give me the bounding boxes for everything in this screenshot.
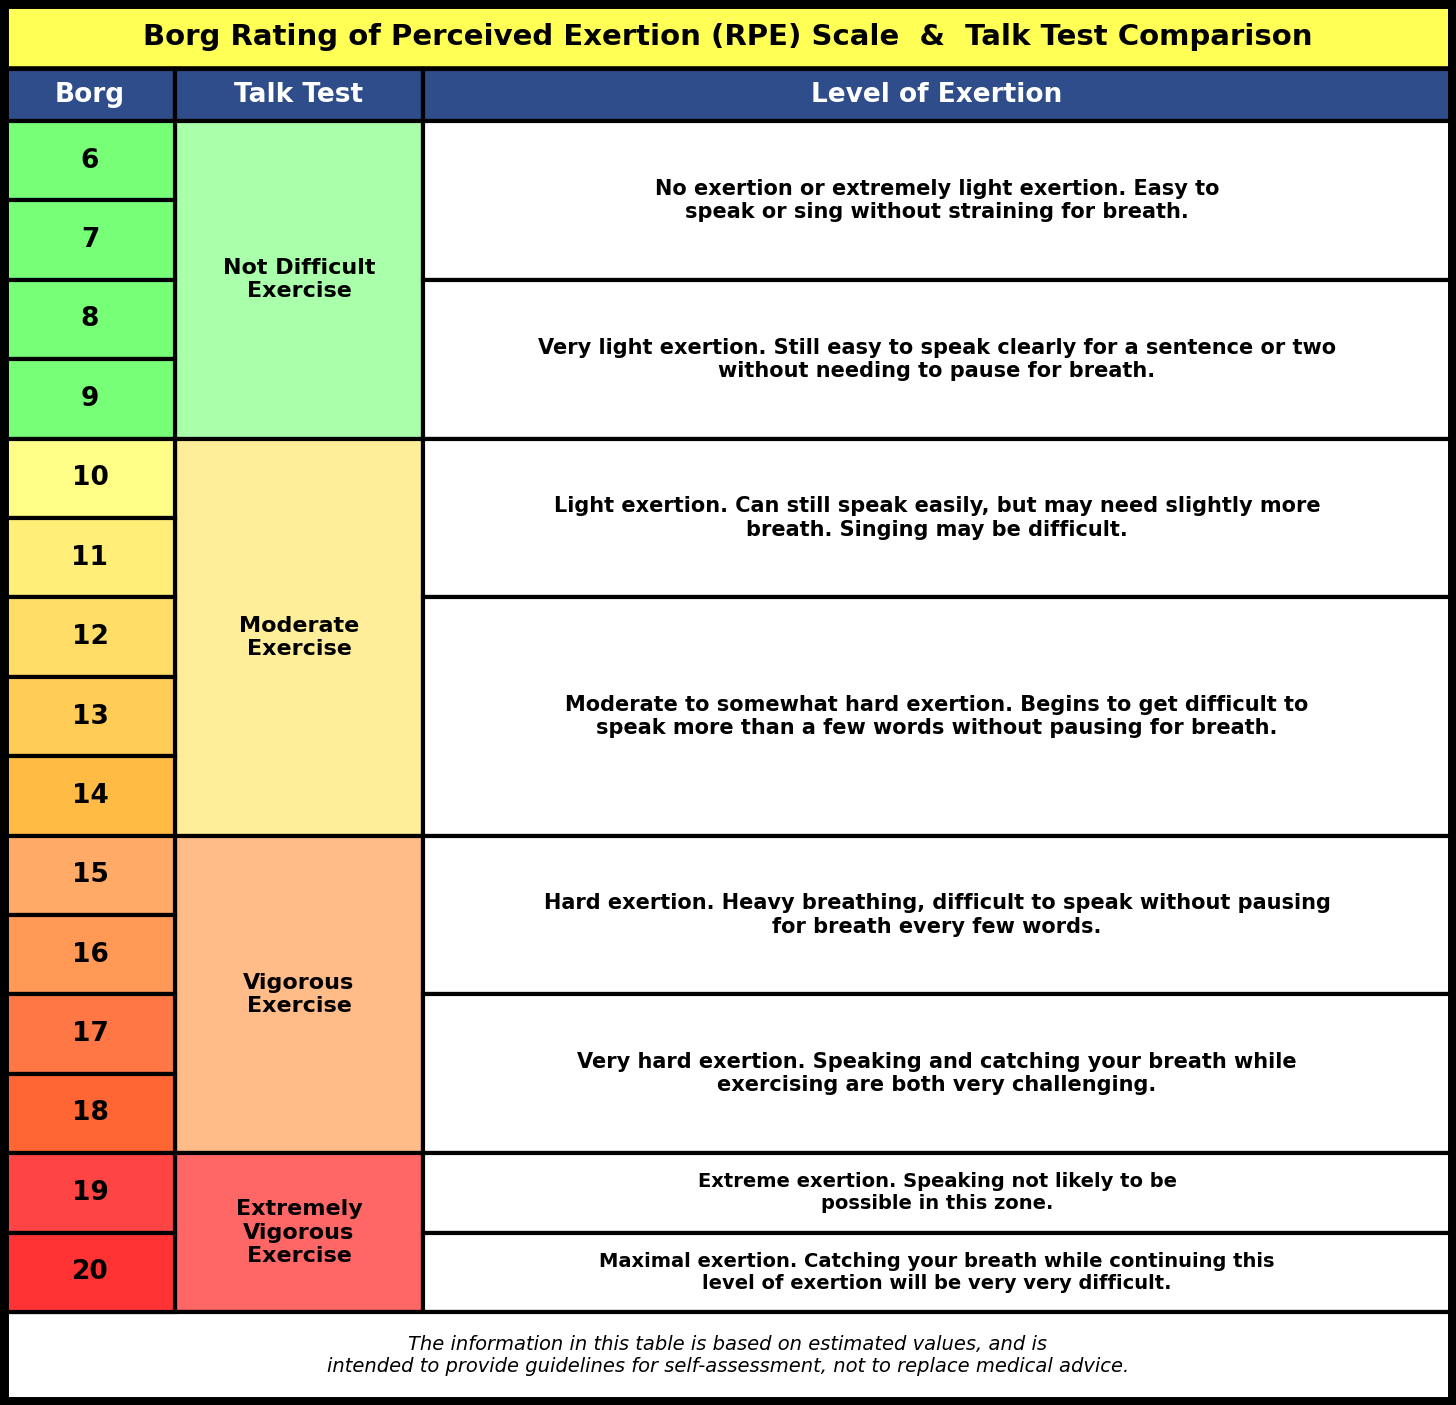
Text: Talk Test: Talk Test	[234, 81, 364, 108]
Bar	[4, 6, 1452, 69]
Text: Very hard exertion. Speaking and catching your breath while
exercising are both : Very hard exertion. Speaking and catchin…	[577, 1052, 1297, 1096]
Bar	[175, 121, 424, 438]
Bar	[4, 915, 175, 995]
Bar	[175, 438, 424, 836]
Bar	[424, 121, 1452, 280]
Bar	[4, 518, 175, 597]
Bar	[424, 1154, 1452, 1232]
Bar	[175, 836, 424, 1154]
Text: Maximal exertion. Catching your breath while continuing this
level of exertion w: Maximal exertion. Catching your breath w…	[600, 1252, 1275, 1293]
Bar	[4, 1232, 175, 1312]
Bar	[424, 597, 1452, 836]
Bar	[175, 69, 424, 121]
Bar	[4, 756, 175, 836]
Text: 9: 9	[82, 386, 99, 412]
Bar	[4, 836, 175, 915]
Bar	[424, 69, 1452, 121]
Bar	[4, 1154, 175, 1232]
Text: Very light exertion. Still easy to speak clearly for a sentence or two
without n: Very light exertion. Still easy to speak…	[537, 337, 1337, 381]
Text: Level of Exertion: Level of Exertion	[811, 81, 1063, 108]
Text: Light exertion. Can still speak easily, but may need slightly more
breath. Singi: Light exertion. Can still speak easily, …	[553, 496, 1321, 540]
Bar	[175, 1154, 424, 1312]
Bar	[424, 836, 1452, 995]
Bar	[4, 995, 175, 1073]
Text: 15: 15	[71, 863, 108, 888]
Bar	[4, 597, 175, 677]
Text: 7: 7	[82, 228, 99, 253]
Bar	[4, 677, 175, 756]
Text: Not Difficult
Exercise: Not Difficult Exercise	[223, 259, 376, 302]
Bar	[4, 280, 175, 360]
Text: 8: 8	[82, 306, 99, 333]
Text: Extreme exertion. Speaking not likely to be
possible in this zone.: Extreme exertion. Speaking not likely to…	[697, 1172, 1176, 1214]
Bar	[424, 995, 1452, 1154]
Bar	[424, 438, 1452, 597]
Text: 12: 12	[71, 624, 108, 651]
Bar	[4, 360, 175, 438]
Bar	[4, 69, 175, 121]
Text: 19: 19	[71, 1180, 108, 1205]
Text: 11: 11	[71, 545, 109, 570]
Text: No exertion or extremely light exertion. Easy to
speak or sing without straining: No exertion or extremely light exertion.…	[655, 178, 1219, 222]
Text: Moderate
Exercise: Moderate Exercise	[239, 615, 360, 659]
Text: 17: 17	[71, 1021, 108, 1047]
Text: Moderate to somewhat hard exertion. Begins to get difficult to
speak more than a: Moderate to somewhat hard exertion. Begi…	[565, 695, 1309, 738]
Text: Extremely
Vigorous
Exercise: Extremely Vigorous Exercise	[236, 1200, 363, 1266]
Bar	[424, 280, 1452, 438]
Bar	[4, 1073, 175, 1154]
Bar	[4, 1312, 1452, 1399]
Text: The information in this table is based on estimated values, and is
intended to p: The information in this table is based o…	[328, 1336, 1128, 1377]
Text: Vigorous
Exercise: Vigorous Exercise	[243, 972, 355, 1016]
Text: 18: 18	[71, 1100, 108, 1127]
Text: 14: 14	[71, 783, 108, 809]
Text: 20: 20	[71, 1259, 108, 1286]
Text: 6: 6	[82, 148, 99, 174]
Text: Hard exertion. Heavy breathing, difficult to speak without pausing
for breath ev: Hard exertion. Heavy breathing, difficul…	[543, 894, 1331, 937]
Text: Borg: Borg	[55, 81, 125, 108]
Text: 10: 10	[71, 465, 108, 492]
Bar	[4, 121, 175, 201]
Text: 16: 16	[71, 941, 108, 968]
Text: Borg Rating of Perceived Exertion (RPE) Scale  &  Talk Test Comparison: Borg Rating of Perceived Exertion (RPE) …	[143, 22, 1313, 51]
Bar	[4, 438, 175, 518]
Bar	[424, 1232, 1452, 1312]
Text: 13: 13	[71, 704, 108, 729]
Bar	[4, 201, 175, 280]
